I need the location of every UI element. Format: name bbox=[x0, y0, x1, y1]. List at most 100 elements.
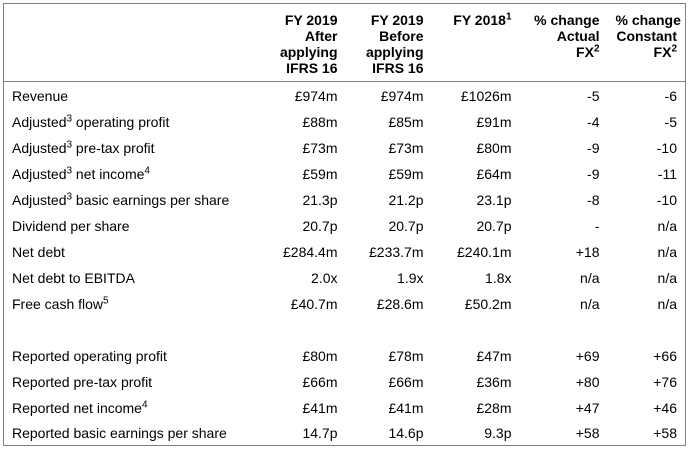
value-change-actual: - bbox=[594, 217, 600, 234]
table-row: Reported operating profit £80m £78m £47m +69… bbox=[4, 342, 686, 368]
header-line: FX2 bbox=[616, 44, 677, 60]
value-change-constant: +58 bbox=[653, 425, 677, 442]
header-line: Constant bbox=[616, 28, 677, 44]
value-fy2019-before: 1.9x bbox=[397, 269, 424, 286]
value-change-constant: n/a bbox=[657, 217, 677, 234]
value-fy2019-after: £40.7m bbox=[290, 295, 338, 312]
row-label: Free cash flow5 bbox=[4, 290, 260, 316]
value-fy2019-before: £78m bbox=[388, 347, 424, 364]
value-change-actual: n/a bbox=[580, 269, 600, 286]
header-row: FY 2019 After applying IFRS 16 FY 2019 B… bbox=[3, 3, 686, 82]
value-fy2019-before: £73m bbox=[388, 139, 424, 156]
row-label-tail: pre-tax profit bbox=[72, 139, 155, 156]
value-change-actual: -9 bbox=[587, 139, 600, 156]
value-fy2019-after: £41m bbox=[302, 399, 338, 416]
value-fy2018: £47m bbox=[476, 347, 512, 364]
header-fy2019-before: FY 2019 Before applying IFRS 16 bbox=[346, 4, 432, 82]
table-row: Revenue £974m £974m £1026m -5 -6 bbox=[4, 82, 686, 108]
value-fy2019-before: £66m bbox=[388, 373, 424, 390]
row-label-text: Adjusted bbox=[12, 139, 67, 156]
value-fy2018: £64m bbox=[476, 165, 512, 182]
table-row: Adjusted3 net income4 £59m £59m £64m -9 -11 bbox=[4, 160, 686, 186]
header-line: FY 2019 bbox=[284, 12, 338, 28]
value-change-actual: +69 bbox=[575, 347, 600, 364]
value-fy2018: £240.1m bbox=[457, 243, 512, 260]
value-fy2019-before: 20.7p bbox=[388, 217, 424, 234]
header-line: applying bbox=[365, 44, 424, 60]
header-line: FY 2018 bbox=[453, 12, 506, 28]
footnote-marker: 3 bbox=[66, 190, 73, 202]
row-label-text: Dividend per share bbox=[12, 217, 130, 234]
value-change-actual: +80 bbox=[575, 373, 600, 390]
footnote-marker: 5 bbox=[103, 294, 109, 306]
row-label: Reported net income4 bbox=[4, 394, 260, 420]
value-fy2019-after: £80m bbox=[302, 347, 338, 364]
value-change-constant: n/a bbox=[657, 243, 677, 260]
value-change-actual: -9 bbox=[587, 165, 600, 182]
table-row: Net debt £284.4m £233.7m £240.1m +18 n/a bbox=[4, 238, 686, 264]
value-change-actual: +47 bbox=[575, 399, 600, 416]
row-label-text: Net debt to EBITDA bbox=[12, 269, 135, 286]
value-fy2019-after: 14.7p bbox=[302, 425, 338, 442]
financial-results-table: FY 2019 After applying IFRS 16 FY 2019 B… bbox=[3, 3, 686, 446]
row-label-text: Net debt bbox=[12, 243, 65, 260]
value-fy2019-after: 21.3p bbox=[302, 191, 338, 208]
header-fy2018: FY 20181 bbox=[432, 4, 520, 82]
header-change-actual: % change Actual FX2 bbox=[520, 4, 608, 82]
value-fy2019-before: £41m bbox=[388, 399, 424, 416]
header-line: After bbox=[304, 28, 338, 44]
table-row: Reported net income4 £41m £41m £28m +47 +46 bbox=[4, 394, 686, 420]
header-line: Actual bbox=[556, 28, 600, 44]
value-fy2019-after: £88m bbox=[302, 113, 338, 130]
table-row: Reported pre-tax profit £66m £66m £36m +80 +7… bbox=[4, 368, 686, 394]
value-fy2019-after: £284.4m bbox=[283, 243, 338, 260]
row-label: Net debt bbox=[4, 238, 260, 264]
footnote-marker: 4 bbox=[141, 398, 148, 410]
value-fy2019-before: £85m bbox=[388, 113, 424, 130]
header-line: % change bbox=[615, 12, 681, 28]
spacer-cell bbox=[4, 316, 686, 342]
table-body: Revenue £974m £974m £1026m -5 -6 Adjusted3 ope… bbox=[3, 81, 686, 446]
row-label-text: Adjusted bbox=[12, 165, 67, 182]
table-row: Reported basic earnings per share 14.7p 14… bbox=[4, 420, 686, 446]
row-label: Reported operating profit bbox=[4, 342, 260, 368]
section-spacer-row bbox=[4, 316, 686, 342]
row-label: Reported basic earnings per share bbox=[4, 420, 260, 446]
value-fy2019-before: 21.2p bbox=[388, 191, 424, 208]
value-change-actual: +58 bbox=[575, 425, 600, 442]
row-label-text: Adjusted bbox=[12, 191, 67, 208]
value-change-constant: -5 bbox=[664, 113, 677, 130]
header-line: IFRS 16 bbox=[286, 60, 338, 76]
footnote-marker: 4 bbox=[144, 164, 150, 176]
row-label-text: Free cash flow bbox=[12, 295, 104, 312]
row-label: Net debt to EBITDA bbox=[4, 264, 260, 290]
value-change-actual: -5 bbox=[587, 87, 600, 104]
table-row: Dividend per share 20.7p 20.7p 20.7p - n/a bbox=[4, 212, 686, 238]
value-change-constant: -10 bbox=[656, 191, 677, 208]
value-fy2019-before: £974m bbox=[380, 87, 424, 104]
row-label-text: Adjusted bbox=[12, 113, 67, 130]
row-label-tail: operating profit bbox=[72, 113, 170, 130]
row-label-tail: net income bbox=[72, 165, 145, 182]
row-label-text: Revenue bbox=[12, 87, 69, 104]
header-line-text: FX bbox=[576, 44, 594, 60]
header-line: % change bbox=[534, 12, 600, 28]
header-line: FY 2019 bbox=[370, 12, 424, 28]
value-fy2018: 23.1p bbox=[476, 191, 512, 208]
value-fy2019-after: £974m bbox=[294, 87, 338, 104]
header-line: FX2 bbox=[528, 44, 599, 60]
value-fy2019-after: 20.7p bbox=[302, 217, 338, 234]
value-fy2019-after: £59m bbox=[302, 165, 338, 182]
header-line: IFRS 16 bbox=[372, 60, 424, 76]
value-change-constant: -6 bbox=[664, 87, 677, 104]
footnote-marker: 3 bbox=[66, 112, 73, 124]
table-row: Adjusted3 basic earnings per share 21.3p 2… bbox=[4, 186, 686, 212]
value-fy2019-after: £73m bbox=[302, 139, 338, 156]
value-fy2018: £28m bbox=[476, 399, 512, 416]
value-change-constant: +66 bbox=[653, 347, 677, 364]
row-label: Adjusted3 net income4 bbox=[4, 160, 260, 186]
value-fy2019-before: £59m bbox=[388, 165, 424, 182]
footnote-marker: 3 bbox=[66, 138, 73, 150]
value-fy2019-before: £28.6m bbox=[376, 295, 424, 312]
header-fy2019-after: FY 2019 After applying IFRS 16 bbox=[260, 4, 346, 82]
